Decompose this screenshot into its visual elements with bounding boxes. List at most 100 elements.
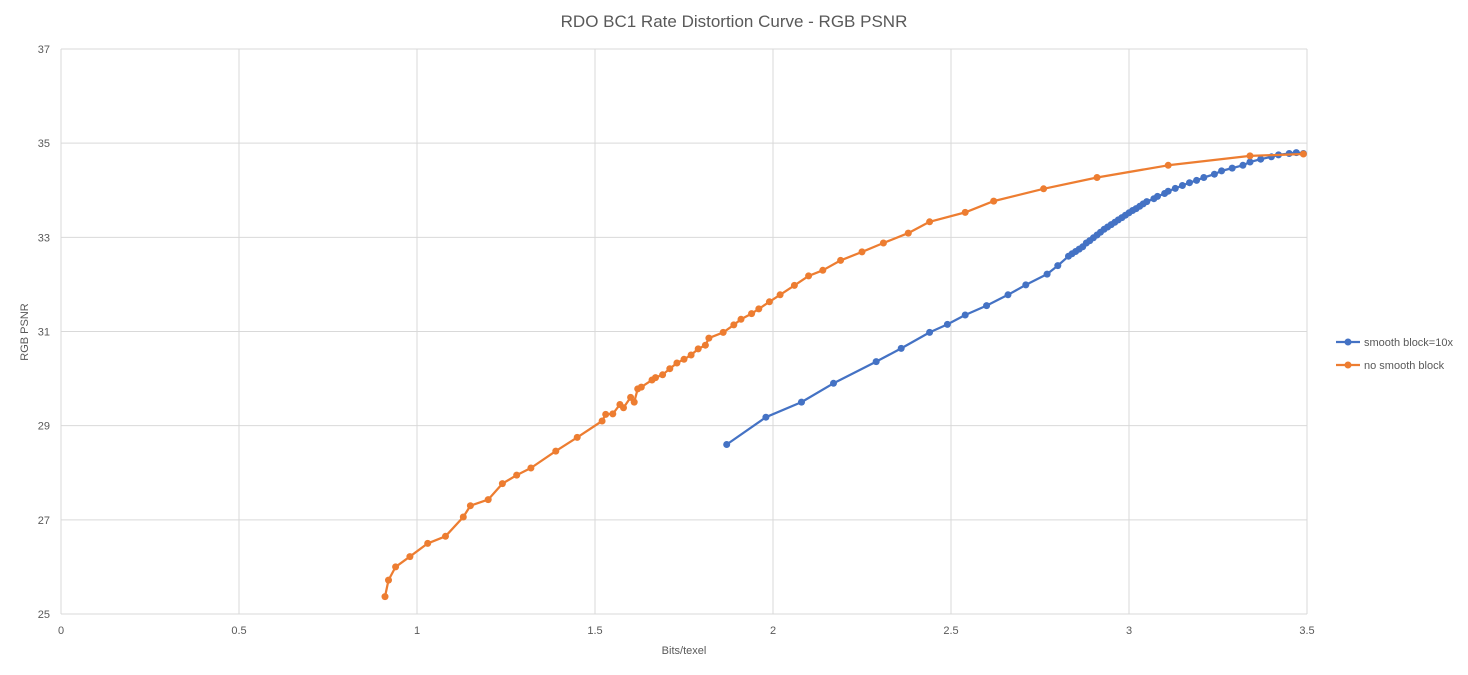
data-point	[737, 315, 745, 323]
data-point	[666, 365, 674, 373]
data-point	[830, 379, 837, 387]
series-smooth-block	[723, 149, 1307, 448]
data-point	[1093, 174, 1101, 181]
data-point	[498, 480, 506, 488]
gridlines	[60, 48, 1308, 615]
data-point	[1299, 150, 1307, 158]
data-point	[961, 311, 969, 319]
data-point	[1004, 291, 1012, 299]
legend-entry-smooth-block: smooth block=10x	[1336, 337, 1453, 349]
data-point	[459, 513, 467, 521]
data-point	[687, 351, 695, 359]
y-tick-label: 37	[38, 44, 50, 56]
data-point	[904, 229, 912, 237]
y-tick-label: 27	[38, 515, 50, 527]
data-point	[719, 328, 727, 336]
data-point	[659, 371, 667, 379]
data-point	[1246, 152, 1254, 160]
data-point	[805, 272, 813, 280]
data-point	[609, 410, 617, 418]
data-point	[990, 197, 998, 205]
legend-marker-smooth-block	[1344, 338, 1352, 346]
data-point	[1228, 164, 1236, 172]
data-point	[819, 266, 827, 274]
data-point	[858, 248, 866, 256]
data-point	[790, 281, 798, 289]
y-tick-labels: 25 27 29 31 33 35 37	[38, 44, 50, 621]
data-point	[983, 302, 991, 310]
data-point	[392, 563, 400, 571]
data-point	[1178, 182, 1186, 189]
data-point	[872, 358, 880, 366]
data-point	[573, 433, 581, 441]
data-point	[1164, 187, 1172, 195]
x-axis-title: Bits/texel	[662, 645, 707, 657]
data-point	[837, 256, 845, 264]
data-point	[1043, 270, 1051, 278]
y-tick-label: 35	[38, 138, 50, 150]
data-point	[630, 398, 638, 406]
data-point	[513, 471, 521, 479]
data-point	[620, 404, 627, 412]
data-point	[1239, 161, 1247, 169]
data-point	[424, 539, 432, 547]
data-point	[652, 374, 659, 382]
x-tick-label: 3.5	[1299, 625, 1314, 637]
data-point	[765, 298, 773, 306]
data-point	[1022, 281, 1030, 289]
data-point	[1040, 185, 1048, 193]
data-point	[598, 417, 606, 425]
data-point	[381, 593, 389, 601]
data-point	[442, 532, 449, 540]
data-point	[466, 502, 474, 510]
data-point	[1218, 167, 1226, 175]
data-point	[637, 383, 645, 391]
y-tick-label: 33	[38, 232, 50, 244]
y-tick-label: 29	[38, 421, 50, 433]
data-point	[1246, 158, 1254, 166]
series-no-smooth-block	[381, 150, 1307, 601]
x-tick-label: 0	[58, 625, 64, 637]
plot-area	[381, 149, 1307, 601]
data-point	[673, 359, 681, 367]
data-point	[1210, 170, 1218, 178]
x-tick-labels: 0 0.5 1 1.5 2 2.5 3 3.5	[58, 625, 1315, 637]
data-point	[762, 413, 770, 421]
x-tick-label: 1.5	[587, 625, 602, 637]
legend-marker-no-smooth-block	[1344, 361, 1352, 369]
data-point	[1193, 176, 1201, 184]
data-point	[385, 576, 392, 584]
data-point	[680, 355, 688, 363]
x-tick-label: 1	[414, 625, 420, 637]
data-point	[602, 410, 610, 418]
data-point	[897, 344, 905, 352]
data-point	[1257, 155, 1265, 163]
data-point	[798, 398, 805, 406]
data-point	[961, 208, 969, 216]
legend-label-smooth-block: smooth block=10x	[1364, 337, 1453, 349]
legend-entry-no-smooth-block: no smooth block	[1336, 360, 1445, 372]
x-tick-label: 3	[1126, 625, 1132, 637]
data-point	[527, 464, 535, 472]
data-point	[943, 320, 951, 328]
y-axis-title: RGB PSNR	[19, 303, 31, 361]
data-point	[1143, 198, 1151, 206]
data-point	[1164, 161, 1172, 169]
chart-title: RDO BC1 Rate Distortion Curve - RGB PSNR	[561, 12, 908, 31]
y-tick-label: 31	[38, 327, 50, 339]
data-point	[552, 447, 560, 455]
data-point	[723, 441, 731, 448]
data-point	[879, 239, 887, 247]
legend-label-no-smooth-block: no smooth block	[1364, 360, 1445, 372]
data-point	[1154, 192, 1161, 200]
data-point	[484, 496, 492, 504]
data-point	[926, 328, 934, 336]
data-point	[694, 345, 702, 353]
data-point	[705, 334, 713, 342]
data-point	[755, 305, 763, 313]
data-point	[1200, 174, 1208, 181]
data-point	[776, 291, 784, 299]
data-point	[748, 310, 756, 318]
data-point	[406, 553, 414, 561]
